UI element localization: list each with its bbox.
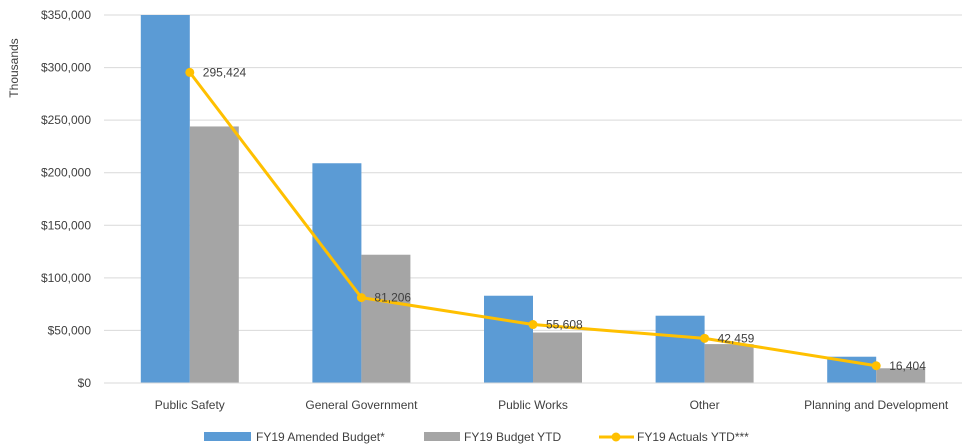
bar-amended-budget: [655, 315, 705, 383]
category-label: General Government: [305, 398, 418, 412]
legend-label-budget-ytd: FY19 Budget YTD: [464, 430, 562, 444]
y-tick-label: $250,000: [41, 113, 91, 127]
legend-swatch-amended-budget: [204, 432, 251, 441]
legend-swatch-actuals-point: [611, 432, 621, 442]
bar-budget-ytd: [189, 126, 239, 384]
line-series: [185, 67, 881, 371]
data-label: 295,424: [203, 65, 247, 79]
legend: FY19 Amended Budget* FY19 Budget YTD FY19 …: [204, 430, 749, 444]
category-label: Public Safety: [155, 398, 225, 412]
actuals-point: [356, 293, 366, 303]
y-tick-label: $350,000: [41, 8, 91, 22]
category-label: Planning and Development: [804, 398, 949, 412]
actuals-point: [528, 320, 538, 330]
category-labels: Public Safety General Government Public Wo…: [155, 398, 949, 412]
category-label: Public Works: [498, 398, 568, 412]
data-labels: 295,424 81,206 55,608 42,459 16,404: [203, 65, 926, 372]
bar-budget-ytd: [704, 344, 754, 383]
data-label: 16,404: [889, 359, 926, 373]
legend-label-amended-budget: FY19 Amended Budget*: [256, 430, 385, 444]
y-tick-label: $50,000: [48, 323, 92, 337]
bar-budget-ytd: [361, 254, 411, 383]
category-label: Other: [690, 398, 720, 412]
y-tick-label: $0: [78, 376, 92, 390]
bar-amended-budget: [484, 295, 533, 383]
y-axis-title: Thousands: [7, 38, 21, 97]
bar-amended-budget: [140, 15, 190, 383]
actuals-point: [700, 333, 710, 343]
y-tick-label: $200,000: [41, 166, 91, 180]
y-tick-label: $100,000: [41, 271, 91, 285]
bar-amended-budget: [312, 163, 362, 383]
bar-series: [140, 15, 926, 384]
y-tick-label: $300,000: [41, 61, 91, 75]
data-label: 81,206: [374, 291, 411, 305]
actuals-point: [871, 361, 881, 371]
y-axis-tick-labels: $0 $50,000 $100,000 $150,000 $200,000 $250,00…: [41, 8, 91, 390]
actuals-point: [185, 67, 195, 77]
y-tick-label: $150,000: [41, 218, 91, 232]
bar-budget-ytd: [533, 332, 582, 383]
legend-swatch-budget-ytd: [424, 432, 460, 441]
data-label: 42,459: [718, 331, 755, 345]
bar-budget-ytd: [876, 368, 926, 383]
gridlines: [104, 14, 962, 331]
data-label: 55,608: [546, 318, 583, 332]
legend-label-actuals: FY19 Actuals YTD***: [637, 430, 749, 444]
